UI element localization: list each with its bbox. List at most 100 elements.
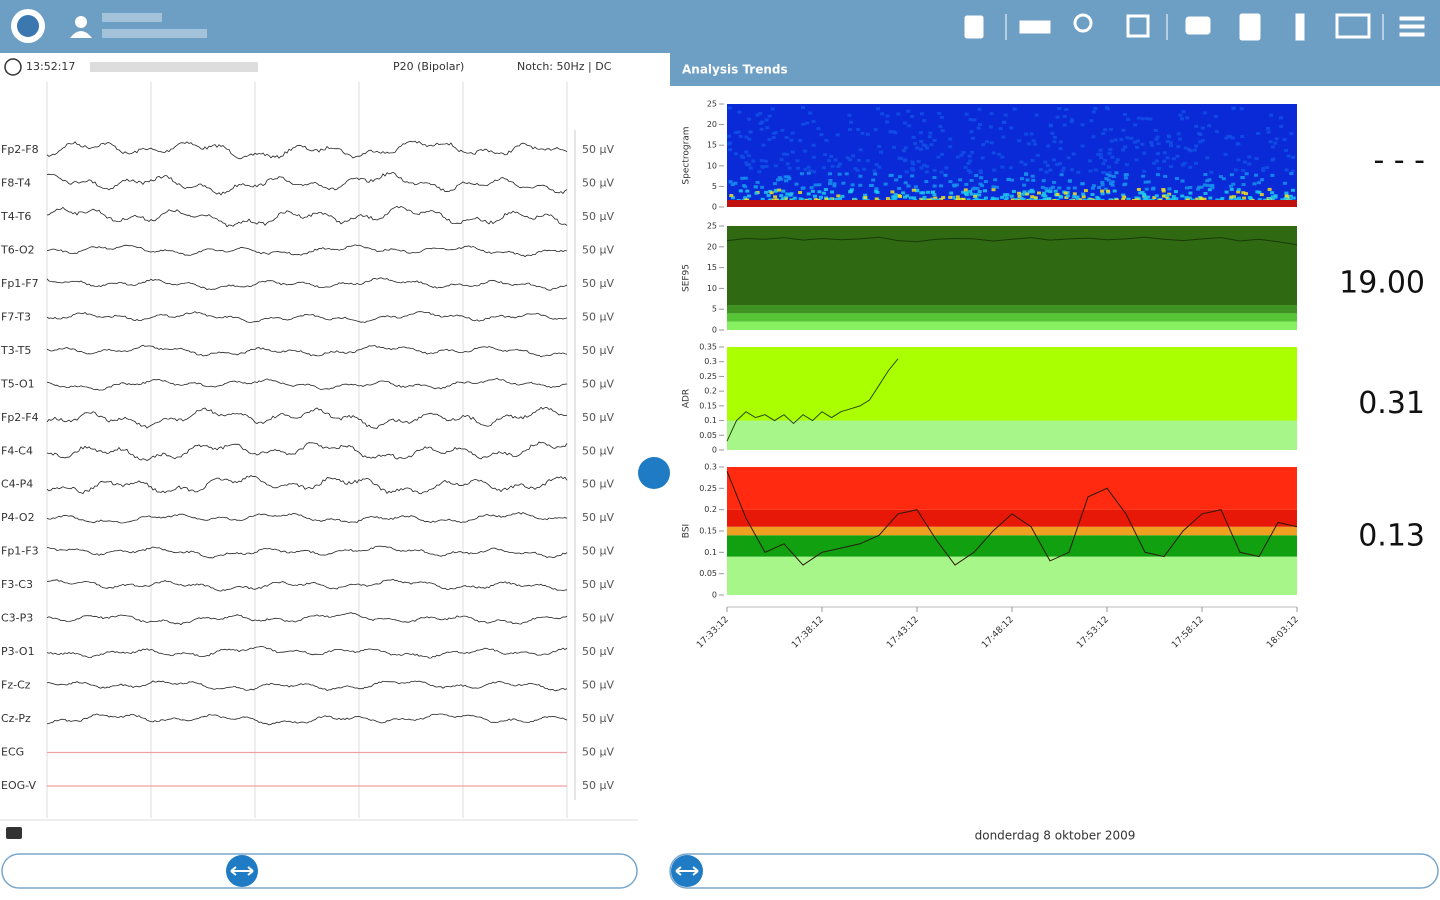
filter[interactable]: Notch: 50Hz | DC (517, 60, 612, 73)
spectrogram-cell (784, 195, 789, 199)
spectrogram-cell (893, 193, 898, 197)
spectrogram-cell (1091, 135, 1096, 139)
y-tick-label: 0.15 (699, 401, 717, 410)
spectrogram-cell (789, 138, 794, 142)
tool-display[interactable] (1335, 13, 1371, 39)
tool-copy[interactable] (964, 15, 984, 39)
tool-comment[interactable] (1185, 16, 1211, 35)
y-axis-label: Spectrogram (682, 126, 692, 184)
spectrogram-cell (833, 158, 838, 162)
spectrogram-cell (1033, 142, 1038, 146)
tool-crop[interactable] (1126, 14, 1150, 38)
spectrogram-cell (1123, 112, 1127, 116)
spectrogram-cell (936, 155, 941, 159)
tool-calculator[interactable] (1239, 13, 1261, 41)
trends-title: Analysis Trends (682, 63, 788, 77)
spectrogram-cell (1154, 137, 1159, 141)
spectrogram-cell (1022, 183, 1027, 187)
spectrogram-cell (1266, 127, 1270, 130)
spectrogram-cell (1165, 156, 1170, 160)
spectrogram-cell (1136, 116, 1141, 120)
spectrogram-cell (1061, 166, 1066, 170)
eeg-scrollbar[interactable] (1, 853, 638, 889)
spectrogram-cell (733, 131, 738, 134)
user-icon[interactable] (70, 16, 92, 38)
spectrogram-cell (1060, 169, 1065, 173)
spectrogram-cell (773, 131, 778, 135)
spectrogram-cell (790, 131, 795, 135)
spectrogram-cell (767, 114, 772, 118)
trend-line (726, 471, 1298, 566)
spectrogram-cell (1035, 153, 1040, 157)
spectrogram-cell (1165, 194, 1170, 198)
spectrogram-cell (1105, 172, 1110, 176)
spectrogram-cell (824, 197, 829, 201)
panel-splitter[interactable] (638, 457, 670, 489)
spectrogram-cell (1006, 177, 1011, 181)
spectrogram-cell (911, 135, 916, 139)
trend-scrollbar[interactable] (669, 853, 1439, 889)
spectrogram-cell (743, 196, 748, 200)
sensitivity-label: 50 µV (582, 679, 614, 692)
spectrogram-cell (924, 170, 929, 174)
spectrogram-cell (801, 186, 806, 190)
eeg-trace (46, 512, 568, 524)
spectrogram-cell (958, 178, 963, 182)
spectrogram-cell (885, 197, 890, 201)
spectrogram-cell (747, 194, 751, 198)
spectrogram-cell (1126, 117, 1131, 121)
spectrogram-cell (848, 190, 853, 194)
spectrogram-cell (1134, 158, 1139, 162)
spectrogram-cell (835, 133, 840, 137)
spectrogram-cell (916, 160, 921, 163)
spectrogram-cell (1133, 123, 1138, 127)
spectrogram-cell (1113, 138, 1118, 142)
spectrogram-cell (894, 178, 899, 182)
menu-line[interactable] (1399, 24, 1425, 29)
spectrogram-cell (832, 182, 837, 186)
spectrogram-cell (801, 122, 806, 126)
spectrogram-cell (930, 190, 935, 194)
spectrogram-cell (1241, 169, 1246, 172)
spectrogram-cell (764, 165, 769, 168)
spectrogram-cell (781, 197, 786, 201)
tool-zoom[interactable] (1073, 13, 1093, 33)
spectrogram-cell (903, 146, 908, 150)
spectrogram-cell (1142, 192, 1146, 196)
spectrogram-cell (1098, 152, 1103, 156)
spectrogram-cell (1148, 117, 1153, 121)
spectrogram-cell (1267, 187, 1272, 191)
menu-line[interactable] (1399, 16, 1425, 21)
spectrogram-cell (1261, 169, 1266, 173)
spectrogram-cell (1046, 144, 1051, 148)
spectrogram-cell (937, 111, 942, 115)
spectrogram-cell (1089, 119, 1094, 123)
spectrogram-cell (1066, 186, 1071, 190)
spectrogram-cell (1196, 187, 1201, 191)
spectrogram-cell (1098, 148, 1103, 152)
spectrogram-cell (1220, 197, 1225, 200)
spectrogram-cell (1236, 188, 1241, 192)
toolbar (964, 13, 1425, 41)
spectrogram-cell (1050, 131, 1055, 135)
menu-line[interactable] (1399, 32, 1425, 37)
spectrogram-cell (994, 197, 999, 201)
spectrogram-cell (1259, 193, 1264, 197)
spectrogram-cell (1188, 186, 1193, 189)
x-tick-label: 17:38:12 (790, 615, 826, 651)
montage[interactable]: P20 (Bipolar) (393, 60, 464, 73)
comment-icon[interactable] (6, 827, 22, 839)
spectrogram-cell (989, 141, 994, 145)
x-tick-label: 17:33:12 (695, 615, 731, 651)
spectrogram-cell (1038, 168, 1043, 172)
tool-ruler[interactable] (1019, 20, 1051, 34)
spectrogram-cell (1184, 196, 1189, 199)
y-tick-label: 10 (707, 161, 717, 170)
spectrogram-cell (1002, 121, 1006, 124)
spectrogram-cell (863, 197, 868, 201)
tool-electrode[interactable] (1295, 13, 1305, 41)
logo[interactable] (11, 9, 45, 43)
spectrogram-cell (871, 178, 876, 182)
spectrogram-cell (1000, 155, 1005, 159)
spectrogram-cell (903, 181, 908, 185)
